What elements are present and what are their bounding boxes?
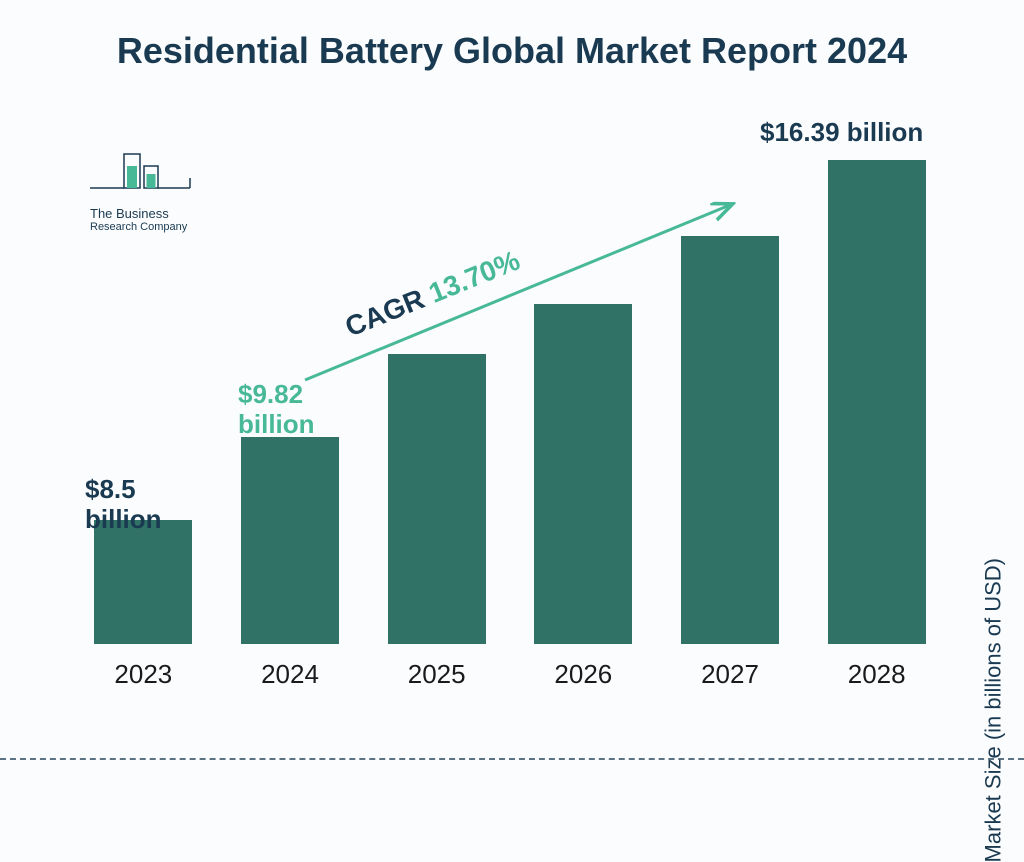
x-axis: 202320242025202620272028 xyxy=(70,649,950,690)
bar xyxy=(534,304,632,644)
y-axis-label: Market Size (in billions of USD) xyxy=(980,558,1006,862)
x-axis-label: 2025 xyxy=(363,649,510,690)
x-axis-label: 2027 xyxy=(657,649,804,690)
bar xyxy=(94,520,192,644)
bar xyxy=(388,354,486,644)
x-axis-label: 2026 xyxy=(510,649,657,690)
bar-slot xyxy=(803,160,950,644)
value-label: $16.39 billion xyxy=(760,118,923,148)
bar xyxy=(828,160,926,644)
bar xyxy=(241,437,339,644)
bar-slot xyxy=(657,160,804,644)
bars-container xyxy=(70,160,950,644)
x-axis-label: 2028 xyxy=(803,649,950,690)
bar xyxy=(681,236,779,644)
bar-slot xyxy=(510,160,657,644)
bar-chart: 202320242025202620272028 xyxy=(70,160,950,690)
value-label: $8.5billion xyxy=(85,475,162,535)
chart-title: Residential Battery Global Market Report… xyxy=(0,0,1024,73)
x-axis-label: 2023 xyxy=(70,649,217,690)
bottom-dashed-border xyxy=(0,758,1024,760)
value-label: $9.82billion xyxy=(238,380,315,440)
bar-slot xyxy=(70,160,217,644)
x-axis-label: 2024 xyxy=(217,649,364,690)
bar-slot xyxy=(363,160,510,644)
